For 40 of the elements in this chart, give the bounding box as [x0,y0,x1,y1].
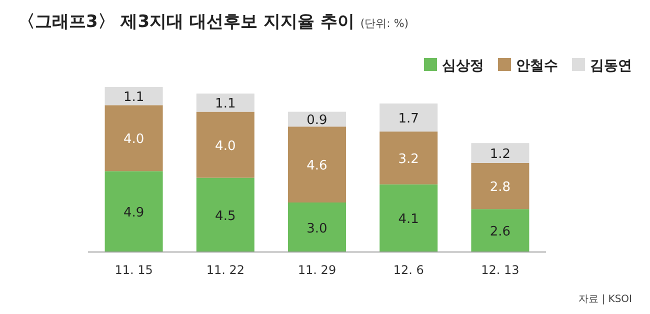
chart-title: 〈그래프3〉 제3지대 대선후보 지지율 추이 [18,12,354,32]
data-label: 4.0 [215,138,236,154]
data-label: 4.1 [398,212,419,228]
bar [196,178,254,252]
data-label: 2.8 [490,180,511,195]
bar [196,94,254,112]
data-label: 1.1 [215,96,236,112]
text: 자료 | KSOI [578,294,632,305]
chart-subtitle: (단위: %) [360,17,409,30]
bar [104,105,163,172]
legend-label: 심상정 [442,58,484,74]
legend-label: 김동연 [590,58,632,74]
data-label: 0.9 [306,113,328,128]
bar [288,202,346,252]
data-label: 1.7 [398,112,419,127]
bar [380,184,438,252]
data-label: 4.5 [215,208,236,224]
legend-label: 안철수 [516,58,558,74]
data-label: 3.0 [306,221,328,236]
data-label: 1.1 [123,90,144,106]
x-tick-label: 11. 29 [298,263,336,277]
data-label: 4.0 [123,132,144,148]
bar [104,87,163,106]
x-tick-label: 12. 6 [393,263,424,277]
data-label: 1.2 [490,147,511,162]
x-tick-label: 12. 13 [481,263,520,277]
bar [380,132,438,184]
bar [288,126,346,202]
data-label: 4.6 [306,158,328,174]
x-tick-label: 11. 15 [114,263,153,277]
x-tick-label: 11. 22 [206,263,244,277]
bar [471,143,530,163]
bar [471,209,530,252]
bar [471,162,530,210]
data-label: 4.9 [123,206,144,221]
data-label: 2.6 [490,224,511,240]
bar [196,112,254,178]
bar [380,104,438,132]
data-label: 3.2 [398,152,419,167]
bar [104,171,163,252]
